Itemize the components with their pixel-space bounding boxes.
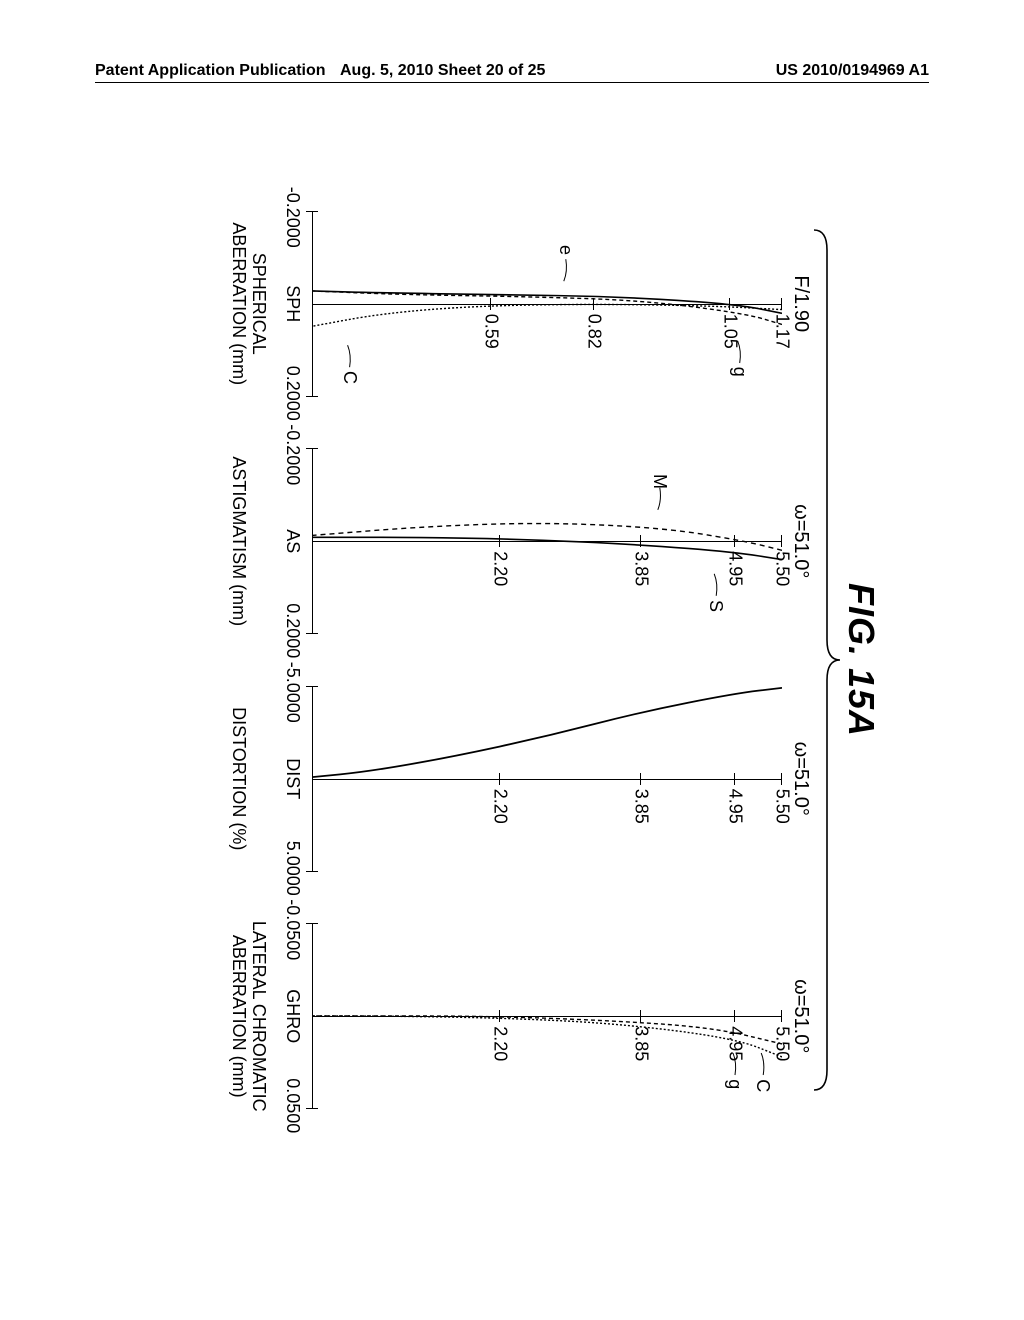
curve-C bbox=[312, 1016, 782, 1057]
curves-svg bbox=[312, 674, 782, 884]
x-label-min: -0.2000 bbox=[282, 424, 303, 485]
panel-ghro: ω=51.0°5.504.953.852.20-0.05000.0500GHRO… bbox=[192, 911, 812, 1121]
x-label-code: DIST bbox=[282, 758, 303, 799]
axis-area: 1.171.050.820.59-0.20000.2000SPHgeC bbox=[312, 199, 782, 409]
figure-brace bbox=[812, 225, 842, 1095]
header-right: US 2010/0194969 A1 bbox=[776, 62, 929, 80]
header-rule bbox=[95, 82, 929, 83]
x-label-max: 5.0000 bbox=[282, 841, 303, 896]
panel-bottom-label: ASTIGMATISM (mm) bbox=[228, 436, 248, 646]
x-label-max: 0.0500 bbox=[282, 1078, 303, 1133]
curve-label-leader bbox=[714, 574, 717, 596]
axis-area: 5.504.953.852.20-0.20000.2000ASSM bbox=[312, 436, 782, 646]
curve-label-leader bbox=[658, 488, 661, 510]
curve-dist bbox=[312, 688, 782, 777]
curves-svg bbox=[312, 911, 782, 1121]
panel-bottom-label: SPHERICALABERRATION (mm) bbox=[228, 199, 268, 409]
bottom-label-line1: LATERAL CHROMATIC bbox=[248, 911, 268, 1121]
bottom-label-line2: ABERRATION (mm) bbox=[228, 911, 248, 1121]
panel-sph: F/1.901.171.050.820.59-0.20000.2000SPHge… bbox=[192, 199, 812, 409]
panels-row: F/1.901.171.050.820.59-0.20000.2000SPHge… bbox=[192, 185, 812, 1135]
curves-svg bbox=[312, 436, 782, 646]
panel-top-label: ω=51.0° bbox=[782, 436, 812, 646]
axis-area: 5.504.953.852.20-0.05000.0500GHROCg bbox=[312, 911, 782, 1121]
figure-title: FIG. 15A bbox=[840, 583, 882, 737]
panel-top-label: F/1.90 bbox=[782, 199, 812, 409]
curve-label-leader bbox=[733, 1053, 736, 1075]
curve-label-leader bbox=[738, 341, 741, 363]
x-label-min: -0.2000 bbox=[282, 187, 303, 248]
axis-area: 5.504.953.852.20-5.00005.0000DIST bbox=[312, 674, 782, 884]
header-left: Patent Application Publication bbox=[95, 62, 326, 80]
panel-dist: ω=51.0°5.504.953.852.20-5.00005.0000DIST… bbox=[192, 674, 812, 884]
x-label-max: 0.2000 bbox=[282, 366, 303, 421]
curve-label-leader bbox=[348, 345, 351, 367]
x-label-min: -5.0000 bbox=[282, 662, 303, 723]
panel-bottom-label: LATERAL CHROMATICABERRATION (mm) bbox=[228, 911, 268, 1121]
x-label-min: -0.0500 bbox=[282, 899, 303, 960]
curves-svg bbox=[312, 199, 782, 409]
panel-top-label: ω=51.0° bbox=[782, 911, 812, 1121]
panel-as: ω=51.0°5.504.953.852.20-0.20000.2000ASSM… bbox=[192, 436, 812, 646]
panel-bottom-label: DISTORTION (%) bbox=[228, 674, 248, 884]
bottom-label-line1: DISTORTION (%) bbox=[228, 674, 248, 884]
figure-content-rotated: FIG. 15A F/1.901.171.050.820.59-0.20000.… bbox=[152, 185, 872, 1135]
curve-label-leader bbox=[761, 1053, 764, 1075]
bottom-label-line1: ASTIGMATISM (mm) bbox=[228, 436, 248, 646]
header-center: Aug. 5, 2010 Sheet 20 of 25 bbox=[340, 62, 545, 80]
curve-g bbox=[312, 1016, 782, 1044]
curve-label-leader bbox=[564, 259, 567, 281]
x-label-code: AS bbox=[282, 529, 303, 553]
curve-C bbox=[312, 304, 782, 326]
x-label-code: GHRO bbox=[282, 989, 303, 1043]
bottom-label-line1: SPHERICAL bbox=[248, 199, 268, 409]
x-label-max: 0.2000 bbox=[282, 603, 303, 658]
bottom-label-line2: ABERRATION (mm) bbox=[228, 199, 248, 409]
x-label-code: SPH bbox=[282, 285, 303, 322]
curve-S bbox=[312, 538, 782, 560]
panel-top-label: ω=51.0° bbox=[782, 674, 812, 884]
